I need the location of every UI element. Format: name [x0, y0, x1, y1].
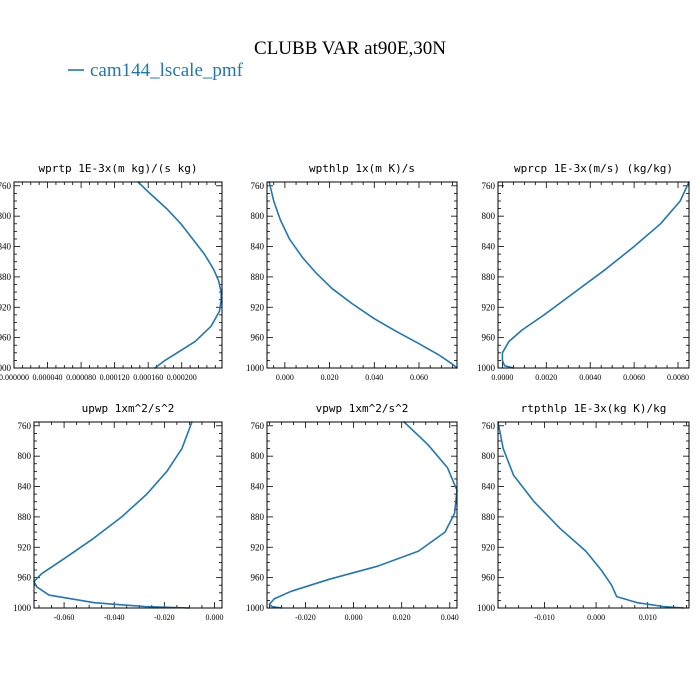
y-tick-label: 880 [251, 272, 265, 282]
x-tick-label: 0.0000 [491, 373, 513, 382]
x-tick-label: 0.000 [205, 613, 223, 622]
panel-title: rtpthlp 1E-3x(kg K)/kg [521, 402, 667, 415]
series-line [268, 421, 458, 609]
x-tick-label: 0.000120 [100, 373, 130, 382]
x-tick-label: -0.020 [154, 613, 175, 622]
plot-frame [33, 421, 223, 609]
x-tick-label: 0.000 [345, 613, 363, 622]
y-tick-label: 880 [251, 512, 265, 522]
plot-frame [497, 181, 690, 369]
plot-frame [266, 421, 458, 609]
x-tick-label: 0.020 [321, 373, 339, 382]
panel-title: wprtp 1E-3x(m kg)/(s kg) [39, 162, 198, 175]
panel-5: vpwp 1xm^2/s^2 760 800 840 880 920 960 1000 -0.0… [246, 402, 459, 622]
y-tick-label: 920 [18, 542, 32, 552]
y-tick-label: 1000 [13, 603, 32, 613]
y-tick-label: 760 [482, 421, 496, 431]
x-tick-label: 0.000200 [167, 373, 197, 382]
y-tick-label: 880 [482, 512, 496, 522]
y-tick-label: 880 [482, 272, 496, 282]
y-tick-label: 800 [482, 451, 496, 461]
x-tick-label: 0.040 [441, 613, 459, 622]
y-tick-label: 840 [482, 482, 496, 492]
y-tick-label: 960 [0, 333, 12, 343]
plot-frame [13, 181, 223, 369]
x-tick-label: -0.060 [54, 613, 75, 622]
plot-frame [497, 421, 690, 609]
x-tick-label: 0.000 [587, 613, 605, 622]
y-tick-label: 840 [482, 242, 496, 252]
y-tick-label: 960 [482, 333, 496, 343]
y-tick-label: 840 [251, 482, 265, 492]
x-tick-label: 0.010 [639, 613, 657, 622]
y-tick-label: 880 [0, 272, 12, 282]
x-tick-label: 0.000 [276, 373, 294, 382]
x-tick-label: 0.000040 [33, 373, 63, 382]
series-line [268, 181, 458, 369]
y-tick-label: 960 [18, 573, 32, 583]
legend-label: cam144_lscale_pmf [90, 60, 244, 81]
x-tick-label: 0.000000 [0, 373, 29, 382]
y-tick-label: 760 [251, 181, 265, 191]
x-tick-label: -0.040 [104, 613, 125, 622]
y-tick-label: 920 [251, 302, 265, 312]
x-tick-label: 0.040 [365, 373, 383, 382]
y-tick-label: 760 [0, 181, 12, 191]
series-line [33, 421, 193, 609]
x-tick-label: -0.020 [295, 613, 316, 622]
series-line [497, 421, 685, 609]
y-tick-label: 760 [251, 421, 265, 431]
y-tick-label: 880 [18, 512, 32, 522]
panel-4: upwp 1xm^2/s^2 760 800 840 880 920 960 1000 -0.0… [13, 402, 223, 622]
panels: wprtp 1E-3x(m kg)/(s kg) 760 800 840 880 920 9… [0, 162, 690, 622]
panel-title: vpwp 1xm^2/s^2 [316, 402, 409, 415]
panel-1: wprtp 1E-3x(m kg)/(s kg) 760 800 840 880 920 9… [0, 162, 223, 382]
legend: cam144_lscale_pmf [68, 60, 244, 81]
y-tick-label: 800 [18, 451, 32, 461]
y-tick-label: 760 [482, 181, 496, 191]
x-tick-label: 0.0040 [579, 373, 601, 382]
x-tick-label: 0.0060 [623, 373, 645, 382]
y-tick-label: 840 [251, 242, 265, 252]
y-tick-label: 800 [251, 211, 265, 221]
y-tick-label: 1000 [0, 363, 12, 373]
panel-6: rtpthlp 1E-3x(kg K)/kg 760 800 840 880 920 960… [477, 402, 690, 622]
y-tick-label: 840 [0, 242, 12, 252]
y-tick-label: 960 [251, 333, 265, 343]
y-tick-label: 800 [251, 451, 265, 461]
y-tick-label: 800 [0, 211, 12, 221]
x-tick-label: 0.000160 [133, 373, 163, 382]
y-tick-label: 920 [251, 542, 265, 552]
figure-title: CLUBB VAR at90E,30N [254, 38, 446, 59]
y-tick-label: 920 [0, 302, 12, 312]
x-tick-label: -0.010 [534, 613, 555, 622]
y-tick-label: 1000 [246, 363, 265, 373]
y-tick-label: 920 [482, 542, 496, 552]
x-tick-label: 0.020 [393, 613, 411, 622]
y-tick-label: 960 [482, 573, 496, 583]
x-tick-label: 0.060 [410, 373, 428, 382]
x-tick-label: 0.0020 [535, 373, 557, 382]
panel-title: upwp 1xm^2/s^2 [82, 402, 175, 415]
y-tick-label: 960 [251, 573, 265, 583]
x-tick-label: 0.000080 [66, 373, 96, 382]
x-tick-label: 0.0080 [667, 373, 689, 382]
y-tick-label: 840 [18, 482, 32, 492]
plot-frame [266, 181, 458, 369]
series-line [137, 181, 222, 369]
series-line [501, 181, 690, 369]
y-tick-label: 1000 [477, 603, 496, 613]
panel-title: wpthlp 1x(m K)/s [309, 162, 415, 175]
y-tick-label: 920 [482, 302, 496, 312]
y-tick-label: 800 [482, 211, 496, 221]
y-tick-label: 1000 [246, 603, 265, 613]
y-tick-label: 760 [18, 421, 32, 431]
panel-2: wpthlp 1x(m K)/s 760 800 840 880 920 960 1000 0.… [246, 162, 458, 382]
panel-3: wprcp 1E-3x(m/s) (kg/kg) 760 800 840 880 920 9… [477, 162, 690, 382]
y-tick-label: 1000 [477, 363, 496, 373]
panel-title: wprcp 1E-3x(m/s) (kg/kg) [514, 162, 673, 175]
